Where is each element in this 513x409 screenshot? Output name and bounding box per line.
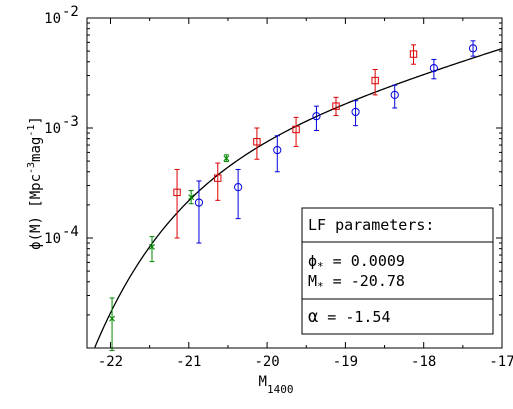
square-marker [332, 102, 340, 110]
y-axis-label: ϕ(M) [Mpc-3mag-1] [26, 116, 44, 250]
y-tick-label: 10 [44, 231, 61, 247]
y-tick-base: 10 [44, 11, 61, 27]
data-point-cross [109, 297, 116, 351]
x-tick-label: -20 [254, 354, 279, 370]
plot-frame [86, 17, 503, 349]
x-tick-label: -17 [489, 354, 513, 370]
y-tick-exponent: -3 [62, 114, 79, 130]
cross-marker [188, 194, 195, 201]
data-point-circle [390, 84, 399, 109]
phi-star-row: ϕ* = 0.0009 [308, 252, 405, 273]
data-point-square [409, 44, 418, 65]
data-point-circle [312, 105, 321, 131]
phi-star-value: = 0.0009 [324, 252, 405, 270]
y-axis-label-main: ϕ(M) [Mpc [28, 174, 44, 250]
parameters-box: LF parameters: ϕ* = 0.0009 M* = -20.78 α… [301, 207, 494, 335]
circle-marker [390, 90, 399, 99]
phi-symbol: ϕ [308, 252, 317, 270]
data-point-cross [149, 236, 155, 263]
m-symbol: M [308, 272, 317, 290]
circle-marker [351, 107, 360, 117]
y-tick-base: 10 [44, 231, 61, 247]
data-point-circle [273, 135, 282, 173]
data-point-square [371, 69, 379, 96]
alpha-symbol: α [308, 307, 318, 327]
y-axis-label-exp1: -3 [26, 162, 37, 174]
alpha-value: = -1.54 [318, 308, 390, 326]
data-point-square [253, 127, 261, 160]
data-point-square [292, 116, 300, 147]
square-marker [173, 188, 181, 197]
x-tick-label: -18 [411, 354, 436, 370]
data-points-layer [109, 40, 478, 351]
data-point-circle [234, 168, 243, 220]
data-point-cross [188, 190, 195, 205]
x-tick-label: -22 [98, 354, 123, 370]
m-subscript: * [317, 280, 324, 293]
m-star-row: M* = -20.78 [308, 272, 405, 293]
y-tick-exponent: -2 [62, 4, 79, 20]
y-axis-label-exp2: -1 [26, 125, 37, 137]
phi-subscript: * [317, 260, 324, 273]
data-point-circle [194, 180, 204, 244]
circle-marker [312, 112, 321, 121]
x-axis-label-main: M [259, 374, 267, 390]
data-point-square [332, 96, 340, 116]
data-point-square [214, 162, 222, 201]
y-axis-label-end: ] [28, 116, 44, 124]
parameters-title: LF parameters: [308, 216, 434, 234]
circle-marker [429, 64, 438, 73]
y-tick-base: 10 [44, 121, 61, 137]
square-marker [292, 125, 300, 134]
square-marker [409, 50, 418, 58]
data-point-circle [429, 58, 438, 80]
x-axis-label: M1400 [259, 374, 294, 396]
data-point-square [173, 168, 181, 239]
square-marker [371, 76, 379, 85]
cross-marker [223, 155, 230, 162]
alpha-row: α = -1.54 [308, 307, 391, 327]
circle-marker [468, 44, 478, 53]
data-point-cross [223, 154, 230, 163]
y-tick-label: 10 [44, 121, 61, 137]
y-tick-exponent: -4 [62, 224, 79, 240]
x-tick-label: -21 [176, 354, 201, 370]
parameters-box-frame [301, 207, 494, 335]
square-marker [214, 174, 222, 182]
x-axis-label-subscript: 1400 [267, 383, 294, 396]
circle-marker [194, 198, 204, 207]
x-tick-label: -19 [333, 354, 358, 370]
circle-marker [234, 183, 243, 192]
circle-marker [273, 145, 282, 155]
y-axis-label-mid: mag [28, 137, 44, 162]
cross-marker [109, 315, 116, 322]
data-point-circle [351, 100, 360, 127]
y-tick-label: 10 [44, 11, 61, 27]
m-star-value: = -20.78 [324, 272, 405, 290]
square-marker [253, 138, 261, 146]
data-point-circle [468, 40, 478, 57]
cross-marker [149, 243, 155, 250]
